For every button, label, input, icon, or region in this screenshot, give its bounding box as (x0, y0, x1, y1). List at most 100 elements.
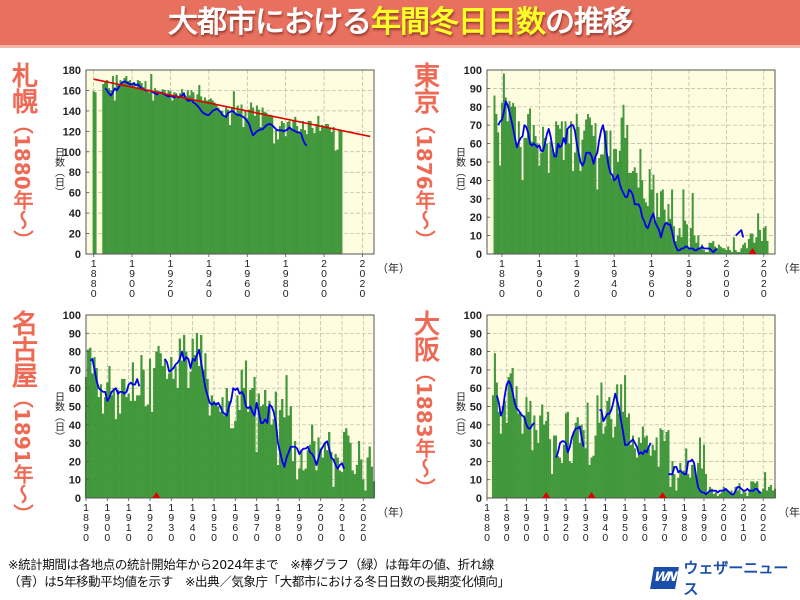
x-tick-label: 0 (741, 532, 747, 544)
bar (545, 420, 548, 499)
bar (161, 366, 164, 499)
bar (91, 373, 94, 499)
bar (529, 108, 531, 255)
x-tick-label: 1 (147, 502, 153, 514)
bar (332, 127, 335, 255)
x-tick-label: 6 (649, 278, 655, 290)
bar (669, 486, 672, 499)
bar (654, 220, 657, 255)
x-tick-label: 0 (104, 532, 110, 544)
x-tick-label: 8 (275, 522, 281, 534)
bar (345, 428, 348, 499)
x-tick-label: 9 (190, 512, 196, 524)
bar (238, 110, 241, 255)
bar (622, 104, 625, 255)
station-move-marker (748, 248, 757, 254)
bar (207, 99, 210, 255)
bar (319, 131, 322, 255)
y-tick-label: 120 (63, 126, 81, 138)
y-tick-label: 40 (69, 208, 81, 220)
bar (332, 486, 335, 499)
bar (659, 428, 662, 499)
bar (121, 378, 124, 499)
x-tick-label: 2 (721, 502, 727, 514)
bar (190, 90, 193, 255)
y-tick-label: 0 (476, 493, 482, 505)
bar (547, 172, 550, 255)
x-tick-label: 9 (129, 268, 135, 280)
bar (248, 109, 251, 255)
x-tick-label: 0 (721, 512, 727, 524)
x-tick-label: 0 (642, 532, 648, 544)
bar (140, 83, 143, 255)
bar (175, 93, 178, 255)
x-tick-label: 0 (760, 512, 766, 524)
x-tick-label: 2 (360, 258, 366, 270)
y-axis-label: 日数（日） (53, 147, 65, 197)
bar (530, 141, 533, 255)
bar (170, 356, 173, 499)
bar (89, 347, 92, 499)
bar (614, 426, 617, 499)
bar (514, 106, 516, 255)
city-name: 東京 (409, 62, 440, 114)
x-tick-label: 0 (760, 532, 766, 544)
bar (229, 125, 231, 255)
x-tick-label: 0 (104, 522, 110, 534)
bar (161, 89, 164, 255)
bar (592, 455, 595, 499)
bar (537, 442, 540, 499)
bar (292, 119, 295, 255)
bar (549, 439, 552, 499)
bar (519, 147, 522, 255)
bar (286, 121, 289, 255)
bar (102, 413, 105, 499)
bar (117, 85, 120, 255)
bar (189, 371, 192, 499)
title-highlight: 年間冬日日数 (371, 5, 546, 40)
y-tick-label: 60 (470, 383, 482, 395)
x-tick-label: 1 (129, 258, 135, 270)
bar (293, 441, 297, 499)
bar (336, 457, 339, 499)
y-tick-label: 70 (69, 365, 81, 377)
x-tick-label: 1 (232, 502, 238, 514)
bar (252, 107, 254, 255)
x-tick-label: 1 (339, 522, 345, 534)
bar (102, 84, 105, 255)
x-tick-label: 1 (524, 502, 530, 514)
bar (197, 366, 201, 499)
x-tick-label: 9 (275, 512, 281, 524)
bar (289, 406, 292, 499)
bar (506, 121, 509, 255)
bar (275, 130, 278, 255)
bar (588, 464, 591, 499)
bar (667, 204, 670, 255)
bar (710, 242, 713, 255)
bar (179, 93, 182, 255)
bar (610, 419, 613, 499)
bar (602, 433, 605, 499)
x-tick-label: 0 (83, 532, 89, 544)
bar (185, 351, 188, 499)
bar (770, 485, 773, 499)
x-tick-label: 0 (321, 278, 327, 290)
bar (347, 435, 350, 499)
x-tick-label: 0 (761, 268, 767, 280)
bar (244, 360, 248, 499)
bar (225, 107, 228, 255)
x-axis-label: （年） (377, 505, 410, 519)
bar (613, 148, 616, 255)
bar (497, 411, 500, 499)
moving-average-line (495, 379, 535, 430)
x-tick-label: 8 (499, 278, 505, 290)
y-tick-label: 0 (75, 493, 81, 505)
bar (127, 81, 130, 255)
bar (738, 483, 741, 499)
x-tick-label: 0 (681, 532, 687, 544)
bar (276, 464, 280, 499)
bar (759, 229, 761, 255)
x-tick-label: 0 (701, 532, 707, 544)
bar (291, 461, 294, 499)
x-tick-label: 9 (686, 268, 692, 280)
